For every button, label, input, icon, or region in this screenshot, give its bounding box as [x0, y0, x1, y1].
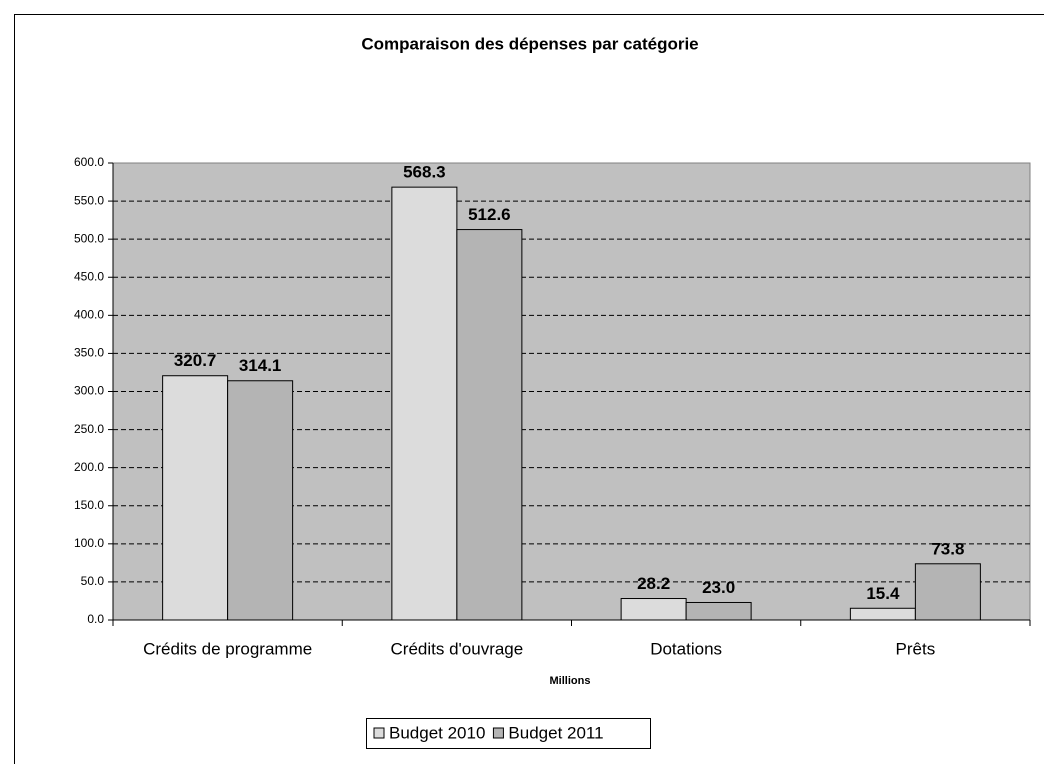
y-tick-label: 250.0 [74, 422, 104, 436]
y-tick-label: 300.0 [74, 384, 104, 398]
data-label: 512.6 [468, 205, 511, 224]
bar [227, 380, 294, 621]
bar [849, 607, 916, 621]
legend-label: Budget 2010 [389, 723, 485, 742]
y-tick-label: 150.0 [74, 498, 104, 512]
data-label: 23.0 [702, 578, 735, 597]
legend-swatch [492, 727, 504, 739]
y-tick-label: 200.0 [74, 460, 104, 474]
y-tick-label: 500.0 [74, 231, 104, 245]
y-tick-label: 0.0 [87, 612, 104, 626]
x-tick-label: Dotations [650, 639, 722, 658]
data-label: 73.8 [931, 539, 964, 558]
y-tick-label: 400.0 [74, 308, 104, 322]
bar [162, 375, 229, 621]
legend-box [366, 718, 651, 749]
chart-title: Comparaison des dépenses par catégorie [361, 34, 698, 53]
x-tick-label: Crédits d'ouvrage [391, 639, 524, 658]
bar [391, 186, 458, 621]
bar [914, 563, 981, 621]
y-tick-label: 450.0 [74, 269, 104, 283]
bar [620, 598, 687, 621]
y-tick-label: 600.0 [74, 155, 104, 169]
bar [456, 229, 523, 621]
y-tick-label: 50.0 [81, 574, 105, 588]
y-tick-label: 100.0 [74, 536, 104, 550]
x-tick-label: Prêts [896, 639, 936, 658]
x-tick-label: Crédits de programme [143, 639, 312, 658]
x-axis-label: Millions [550, 675, 591, 687]
legend-swatch [373, 727, 385, 739]
y-tick-label: 550.0 [74, 193, 104, 207]
y-tick-label: 350.0 [74, 346, 104, 360]
data-label: 28.2 [637, 574, 670, 593]
data-label: 15.4 [866, 584, 900, 603]
data-label: 568.3 [403, 163, 446, 182]
data-label: 320.7 [174, 351, 217, 370]
legend-label: Budget 2011 [508, 723, 603, 742]
bar [685, 601, 752, 621]
data-label: 314.1 [239, 356, 282, 375]
